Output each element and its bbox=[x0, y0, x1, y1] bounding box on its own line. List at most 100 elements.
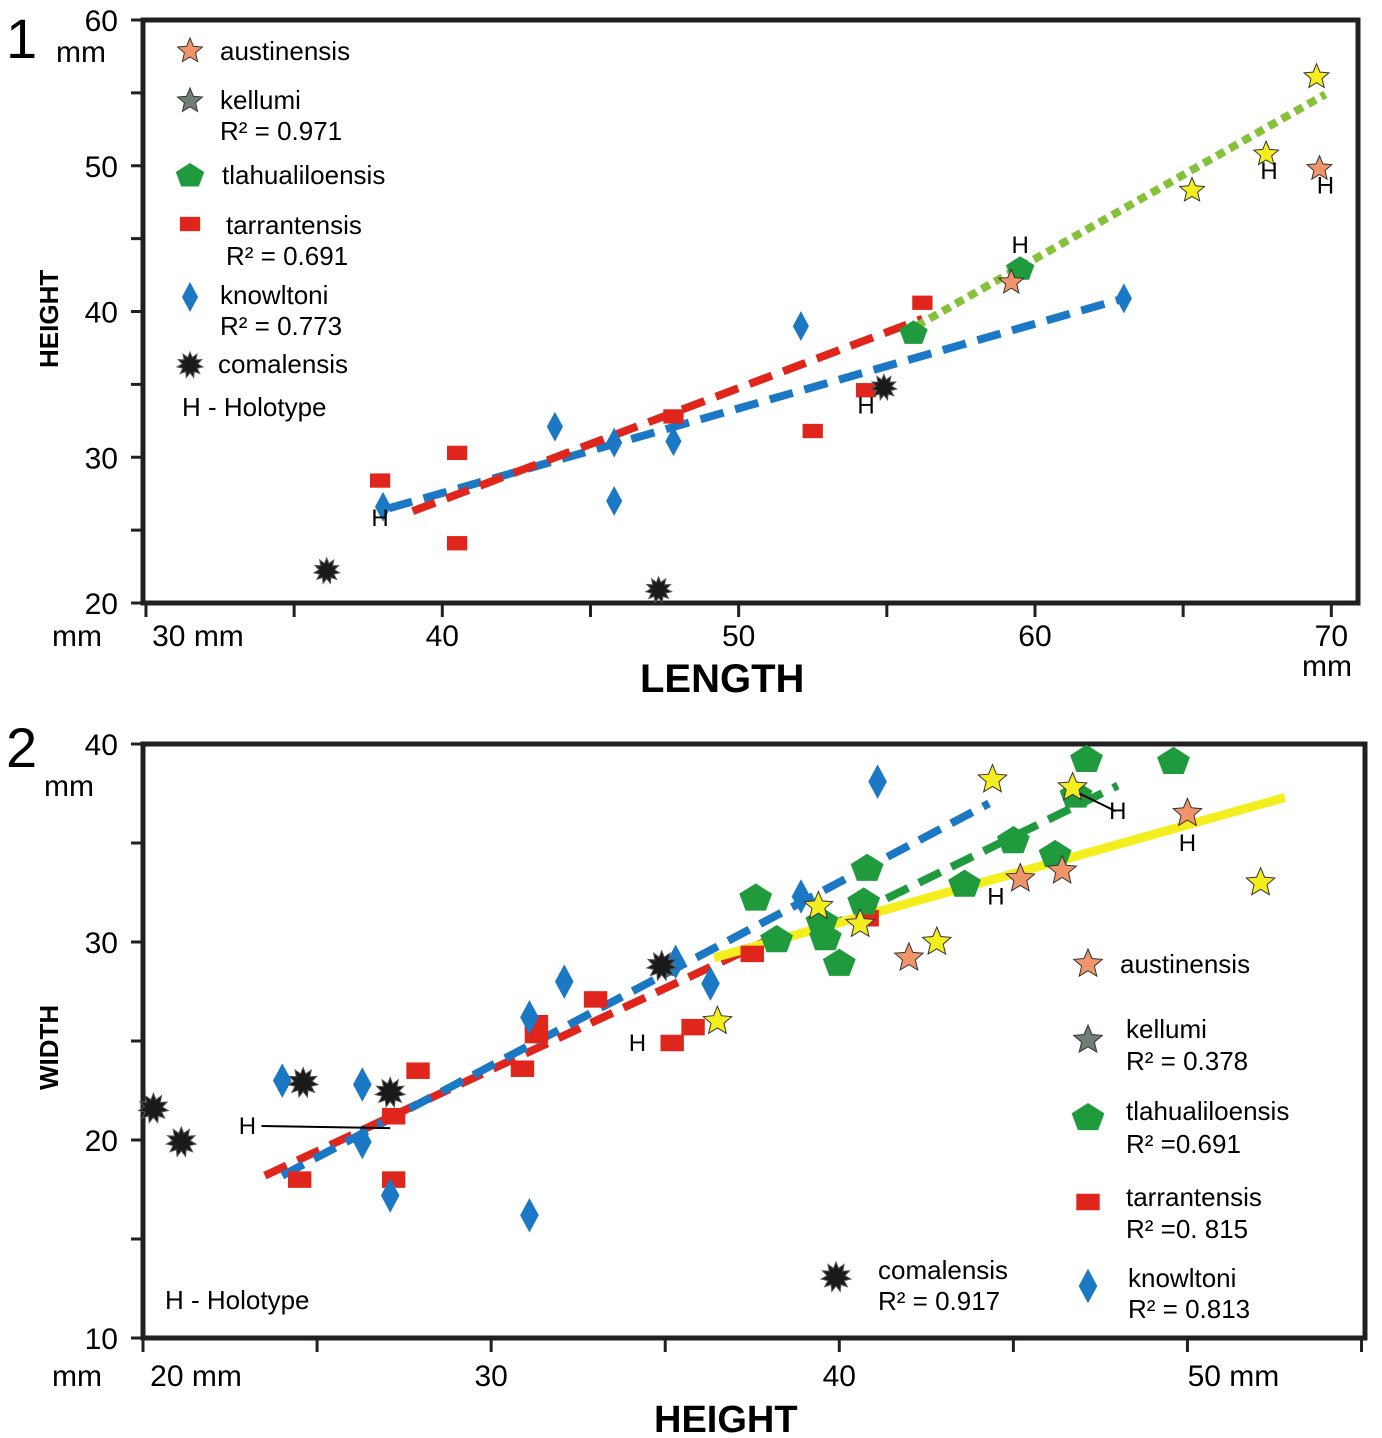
legend-2-label-knowltoni: knowltoni bbox=[1128, 1263, 1236, 1293]
panel-2-x-tick-label: 30 bbox=[474, 1360, 507, 1393]
panel-1-point-tarrantensis bbox=[855, 383, 877, 398]
panel-2-point-tlahualiloensis bbox=[739, 883, 773, 911]
panel-2-trend-line-yellow bbox=[712, 793, 1287, 963]
panel-2-x-unit-left: mm bbox=[52, 1360, 102, 1393]
legend-2-r2-comalensis: R² = 0.917 bbox=[878, 1286, 1000, 1316]
panel-2-label: 2 bbox=[6, 716, 37, 779]
panel-2-point-austinensis bbox=[1171, 796, 1203, 827]
panel-1-point-yellow_star bbox=[1252, 139, 1280, 166]
panel-2-point-knowltoni bbox=[554, 964, 574, 999]
panel-2-point-knowltoni bbox=[520, 1197, 539, 1233]
panel-1-x-tick-label: 60 bbox=[1018, 620, 1051, 653]
legend-2-r2-tarrantensis: R² =0. 815 bbox=[1126, 1214, 1248, 1244]
panel-2-y-tick-label: 10 bbox=[85, 1323, 118, 1356]
panel-1-holotype-label: H bbox=[371, 505, 388, 532]
legend-2-label-austinensis: austinensis bbox=[1120, 949, 1250, 979]
panel-1-point-tarrantensis bbox=[912, 295, 933, 310]
panel-2-point-yellow_star bbox=[1245, 866, 1277, 896]
panel-1-legend-marker-kellumi bbox=[176, 86, 204, 113]
panel-1-point-tlahualiloensis bbox=[899, 320, 928, 344]
panel-2-point-tlahualiloensis bbox=[1157, 746, 1190, 774]
panel-2-point-tlahualiloensis bbox=[948, 869, 981, 897]
panel-1-x-tick-label: 30 mm bbox=[152, 620, 244, 653]
panel-2-legend-marker-austinensis bbox=[1072, 947, 1104, 978]
panel-2-point-yellow_star bbox=[921, 925, 953, 956]
panel-1-y-tick-label: 60 bbox=[85, 5, 118, 38]
panel-1-legend-marker-comalensis bbox=[175, 350, 205, 379]
panel-2-holotype-label: H bbox=[1179, 830, 1196, 857]
panel-2-point-tarrantensis bbox=[510, 1060, 535, 1077]
panel-1-x-tick-label: 50 bbox=[722, 620, 755, 653]
panel-2-x-tick-label: 50 mm bbox=[1188, 1360, 1280, 1393]
panel-2-point-tlahualiloensis bbox=[1038, 839, 1072, 867]
panel-2-point-knowltoni bbox=[380, 1178, 400, 1213]
panel-2-point-austinensis bbox=[1046, 854, 1078, 884]
legend-1-holotype-note: H - Holotype bbox=[182, 392, 327, 422]
panel-1-y-tick-label: 40 bbox=[85, 297, 118, 330]
panel-2-legend-marker-comalensis bbox=[819, 1260, 853, 1293]
panel-2-y-axis-title: WIDTH bbox=[34, 1005, 64, 1090]
panel-2-point-tarrantensis bbox=[287, 1171, 312, 1188]
panel-1-x-unit-right: mm bbox=[1302, 650, 1352, 683]
legend-1-label-knowltoni: knowltoni bbox=[220, 280, 328, 310]
panel-2-y-tick-label: 20 bbox=[85, 1125, 118, 1158]
panel-1-y-axis-title: HEIGHT bbox=[34, 270, 64, 368]
legend-2-label-kellumi: kellumi bbox=[1126, 1014, 1207, 1044]
panel-2-point-knowltoni bbox=[520, 999, 539, 1035]
panel-2-holotype-label: H bbox=[629, 1030, 646, 1057]
legend-1-r2-tarrantensis: R² = 0.691 bbox=[226, 241, 348, 271]
panel-2-point-tarrantensis bbox=[660, 1034, 684, 1052]
panel-1-point-tarrantensis bbox=[663, 409, 684, 424]
panel-1-point-knowltoni bbox=[606, 486, 623, 516]
panel-2-point-tarrantensis bbox=[740, 945, 764, 963]
panel-2-legend-marker-tlahualiloensis bbox=[1071, 1103, 1105, 1131]
panel-1-point-comalensis bbox=[644, 575, 673, 604]
panel-1-x-tick-label: 70 bbox=[1315, 620, 1348, 653]
panel-2-holotype-label: H bbox=[987, 883, 1004, 910]
panel-2-point-comalensis bbox=[137, 1091, 170, 1125]
panel-2-point-tlahualiloensis bbox=[847, 887, 881, 915]
legend-1-label-tarrantensis: tarrantensis bbox=[226, 210, 362, 240]
panel-1-y-unit: mm bbox=[56, 36, 106, 69]
panel-2-x-axis-title: HEIGHT bbox=[654, 1399, 798, 1438]
legend-2-holotype-note: H - Holotype bbox=[165, 1285, 310, 1315]
panel-2-point-austinensis bbox=[1004, 862, 1036, 892]
panel-1-point-austinensis bbox=[1305, 154, 1334, 181]
panel-2-point-tlahualiloensis bbox=[760, 925, 793, 953]
panel-1-legend-marker-tlahualiloensis bbox=[175, 163, 205, 187]
panel-2-point-tlahualiloensis bbox=[850, 853, 884, 881]
panel-1-label: 1 bbox=[6, 7, 37, 70]
panel-1-point-tarrantensis bbox=[446, 536, 468, 551]
panel-2-point-knowltoni bbox=[868, 764, 887, 799]
panel-1-x-tick-label: 40 bbox=[426, 620, 459, 653]
panel-2-point-tarrantensis bbox=[583, 991, 608, 1008]
panel-1-holotype-label: H bbox=[1260, 158, 1277, 185]
legend-2-r2-knowltoni: R² = 0.813 bbox=[1128, 1294, 1250, 1324]
panel-1-point-tarrantensis bbox=[369, 473, 391, 488]
panel-2-y-unit: mm bbox=[44, 770, 94, 803]
panel-1-y-tick-label: 20 bbox=[85, 588, 118, 621]
panel-2-x-tick-label: 40 bbox=[823, 1360, 856, 1393]
panel-1-y-tick-label: 30 bbox=[85, 442, 118, 475]
panel-2-point-tarrantensis bbox=[681, 1018, 705, 1036]
panel-2-point-knowltoni bbox=[666, 944, 685, 980]
panel-2-point-tarrantensis bbox=[381, 1107, 406, 1125]
panel-1-point-knowltoni bbox=[792, 311, 809, 342]
panel-1-holotype-label: H bbox=[1317, 172, 1334, 199]
panel-2-y-tick-label: 30 bbox=[85, 927, 118, 960]
panel-1-x-axis-title: LENGTH bbox=[640, 657, 804, 701]
panel-2-legend-marker-kellumi bbox=[1072, 1023, 1104, 1054]
panel-2-point-comalensis bbox=[165, 1125, 198, 1158]
panel-2-trend-line-tarrantensis bbox=[263, 932, 779, 1180]
panel-1-legend-marker-knowltoni bbox=[181, 282, 199, 312]
panel-1-point-knowltoni bbox=[606, 427, 623, 458]
panel-1-point-yellow_star bbox=[1178, 176, 1206, 203]
panel-1-point-tarrantensis bbox=[446, 445, 468, 461]
panel-2-point-tarrantensis bbox=[406, 1062, 430, 1079]
panel-2-legend-marker-tarrantensis bbox=[1076, 1193, 1100, 1211]
panel-2-point-tlahualiloensis bbox=[822, 948, 856, 976]
panel-2-point-knowltoni bbox=[353, 1124, 372, 1160]
legend-1-label-austinensis: austinensis bbox=[220, 36, 350, 66]
panel-1-point-knowltoni bbox=[546, 411, 563, 442]
panel-2-plot-layer: 10 20 30 40 20 mm 30 40 50 mm H H H H H bbox=[85, 729, 1368, 1393]
